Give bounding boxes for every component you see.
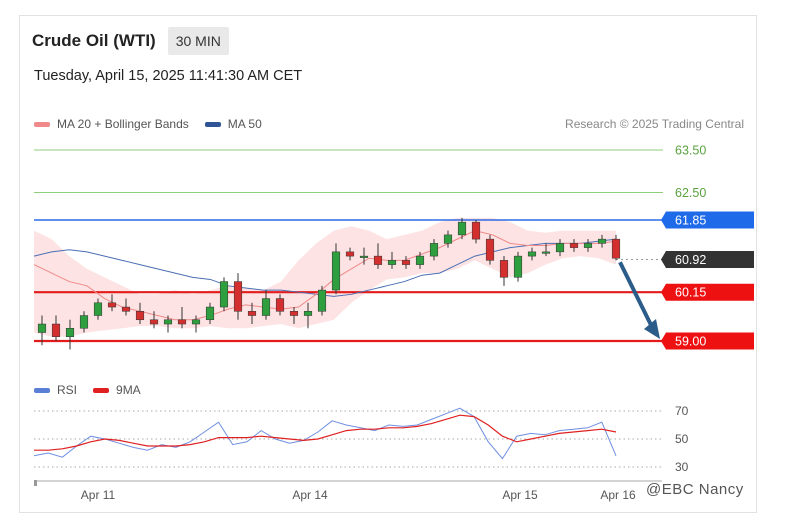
main-legend: MA 20 + Bollinger Bands MA 50	[34, 117, 262, 131]
candle-body	[135, 311, 145, 321]
candle-body	[275, 298, 285, 312]
rsi-line	[33, 407, 617, 460]
x-tick-label: Apr 16	[600, 488, 636, 502]
candle-body	[359, 255, 369, 258]
candle-body	[373, 255, 383, 265]
timeframe-badge[interactable]: 30 MIN	[167, 27, 229, 55]
candle-body	[443, 234, 453, 244]
header: Crude Oil (WTI) 30 MIN	[32, 26, 229, 56]
level-label-61-85: 61.85	[675, 214, 706, 228]
candle-body	[485, 238, 495, 261]
candle-body	[65, 328, 75, 338]
candle-body	[247, 311, 257, 316]
candle-body	[37, 323, 47, 333]
candle-body	[107, 302, 117, 308]
rsi-tick-70: 70	[675, 404, 689, 418]
x-tick-label: Apr 14	[292, 488, 328, 502]
legend-label-rsi: RSI	[57, 383, 78, 397]
level-label-60-92: 60.92	[675, 253, 706, 267]
rsi-legend: RSI 9MA	[34, 383, 141, 397]
rsi-9ma-line	[34, 414, 617, 451]
candle-body	[79, 315, 89, 329]
rsi-tick-50: 50	[675, 432, 689, 446]
candle-body	[611, 238, 621, 259]
watermark: @EBC Nancy	[646, 481, 744, 498]
candle-body	[289, 311, 299, 316]
candle-body	[541, 251, 551, 254]
candle-body	[429, 243, 439, 257]
instrument-title: Crude Oil (WTI)	[32, 31, 156, 50]
legend-swatch-9ma	[93, 387, 110, 393]
level-label-62-50: 62.50	[675, 186, 706, 200]
candle-body	[191, 319, 201, 325]
candle-body	[457, 221, 467, 236]
level-tag-60-92	[661, 251, 754, 269]
candle-body	[121, 306, 131, 312]
candle-body	[261, 298, 271, 316]
legend-swatch-rsi	[34, 387, 50, 393]
candle-body	[163, 319, 173, 325]
bollinger-band-area	[34, 217, 616, 337]
candle-body	[527, 251, 537, 257]
candle-body	[177, 319, 187, 325]
candle-body	[471, 221, 481, 240]
candle-body	[513, 255, 523, 278]
level-tag-59-00	[661, 332, 754, 350]
research-credit: Research © 2025 Trading Central	[565, 117, 744, 131]
forecast-arrow-shaft	[618, 261, 654, 328]
candle-body	[597, 238, 607, 244]
candle-body	[583, 243, 593, 248]
candle-body	[233, 281, 243, 312]
legend-label-bollinger: MA 20 + Bollinger Bands	[57, 117, 189, 131]
candle-body	[93, 302, 103, 316]
forecast-arrow-head	[644, 319, 660, 339]
report-datetime: Tuesday, April 15, 2025 11:41:30 AM CET	[34, 68, 303, 84]
legend-swatch-ma50	[204, 121, 221, 127]
candle-body	[219, 281, 229, 308]
level-tag-60-15	[661, 283, 754, 301]
candle-body	[205, 306, 215, 321]
candle-body	[401, 260, 411, 265]
candle-body	[303, 311, 313, 316]
x-tick-label: Apr 15	[502, 488, 538, 502]
legend-swatch-bollinger	[34, 121, 50, 127]
rsi-tick-30: 30	[675, 460, 689, 474]
legend-label-9ma: 9MA	[116, 383, 141, 397]
candle-body	[345, 251, 355, 257]
legend-label-ma50: MA 50	[227, 117, 262, 131]
level-label-60-15: 60.15	[675, 286, 706, 300]
level-label-59-00: 59.00	[675, 335, 706, 349]
candle-body	[317, 289, 327, 312]
candle-body	[331, 251, 341, 291]
x-axis-scroll-handle	[34, 480, 37, 486]
candle-body	[415, 255, 425, 265]
ma20-line	[33, 230, 617, 321]
level-label-63-50: 63.50	[675, 144, 706, 158]
level-tag-61-85	[661, 211, 754, 229]
candle-body	[555, 243, 565, 253]
candle-body	[51, 323, 61, 338]
x-tick-label: Apr 11	[81, 488, 116, 502]
candle-body	[387, 260, 397, 265]
candle-body	[499, 260, 509, 278]
candle-body	[149, 319, 159, 325]
candle-body	[569, 243, 579, 248]
